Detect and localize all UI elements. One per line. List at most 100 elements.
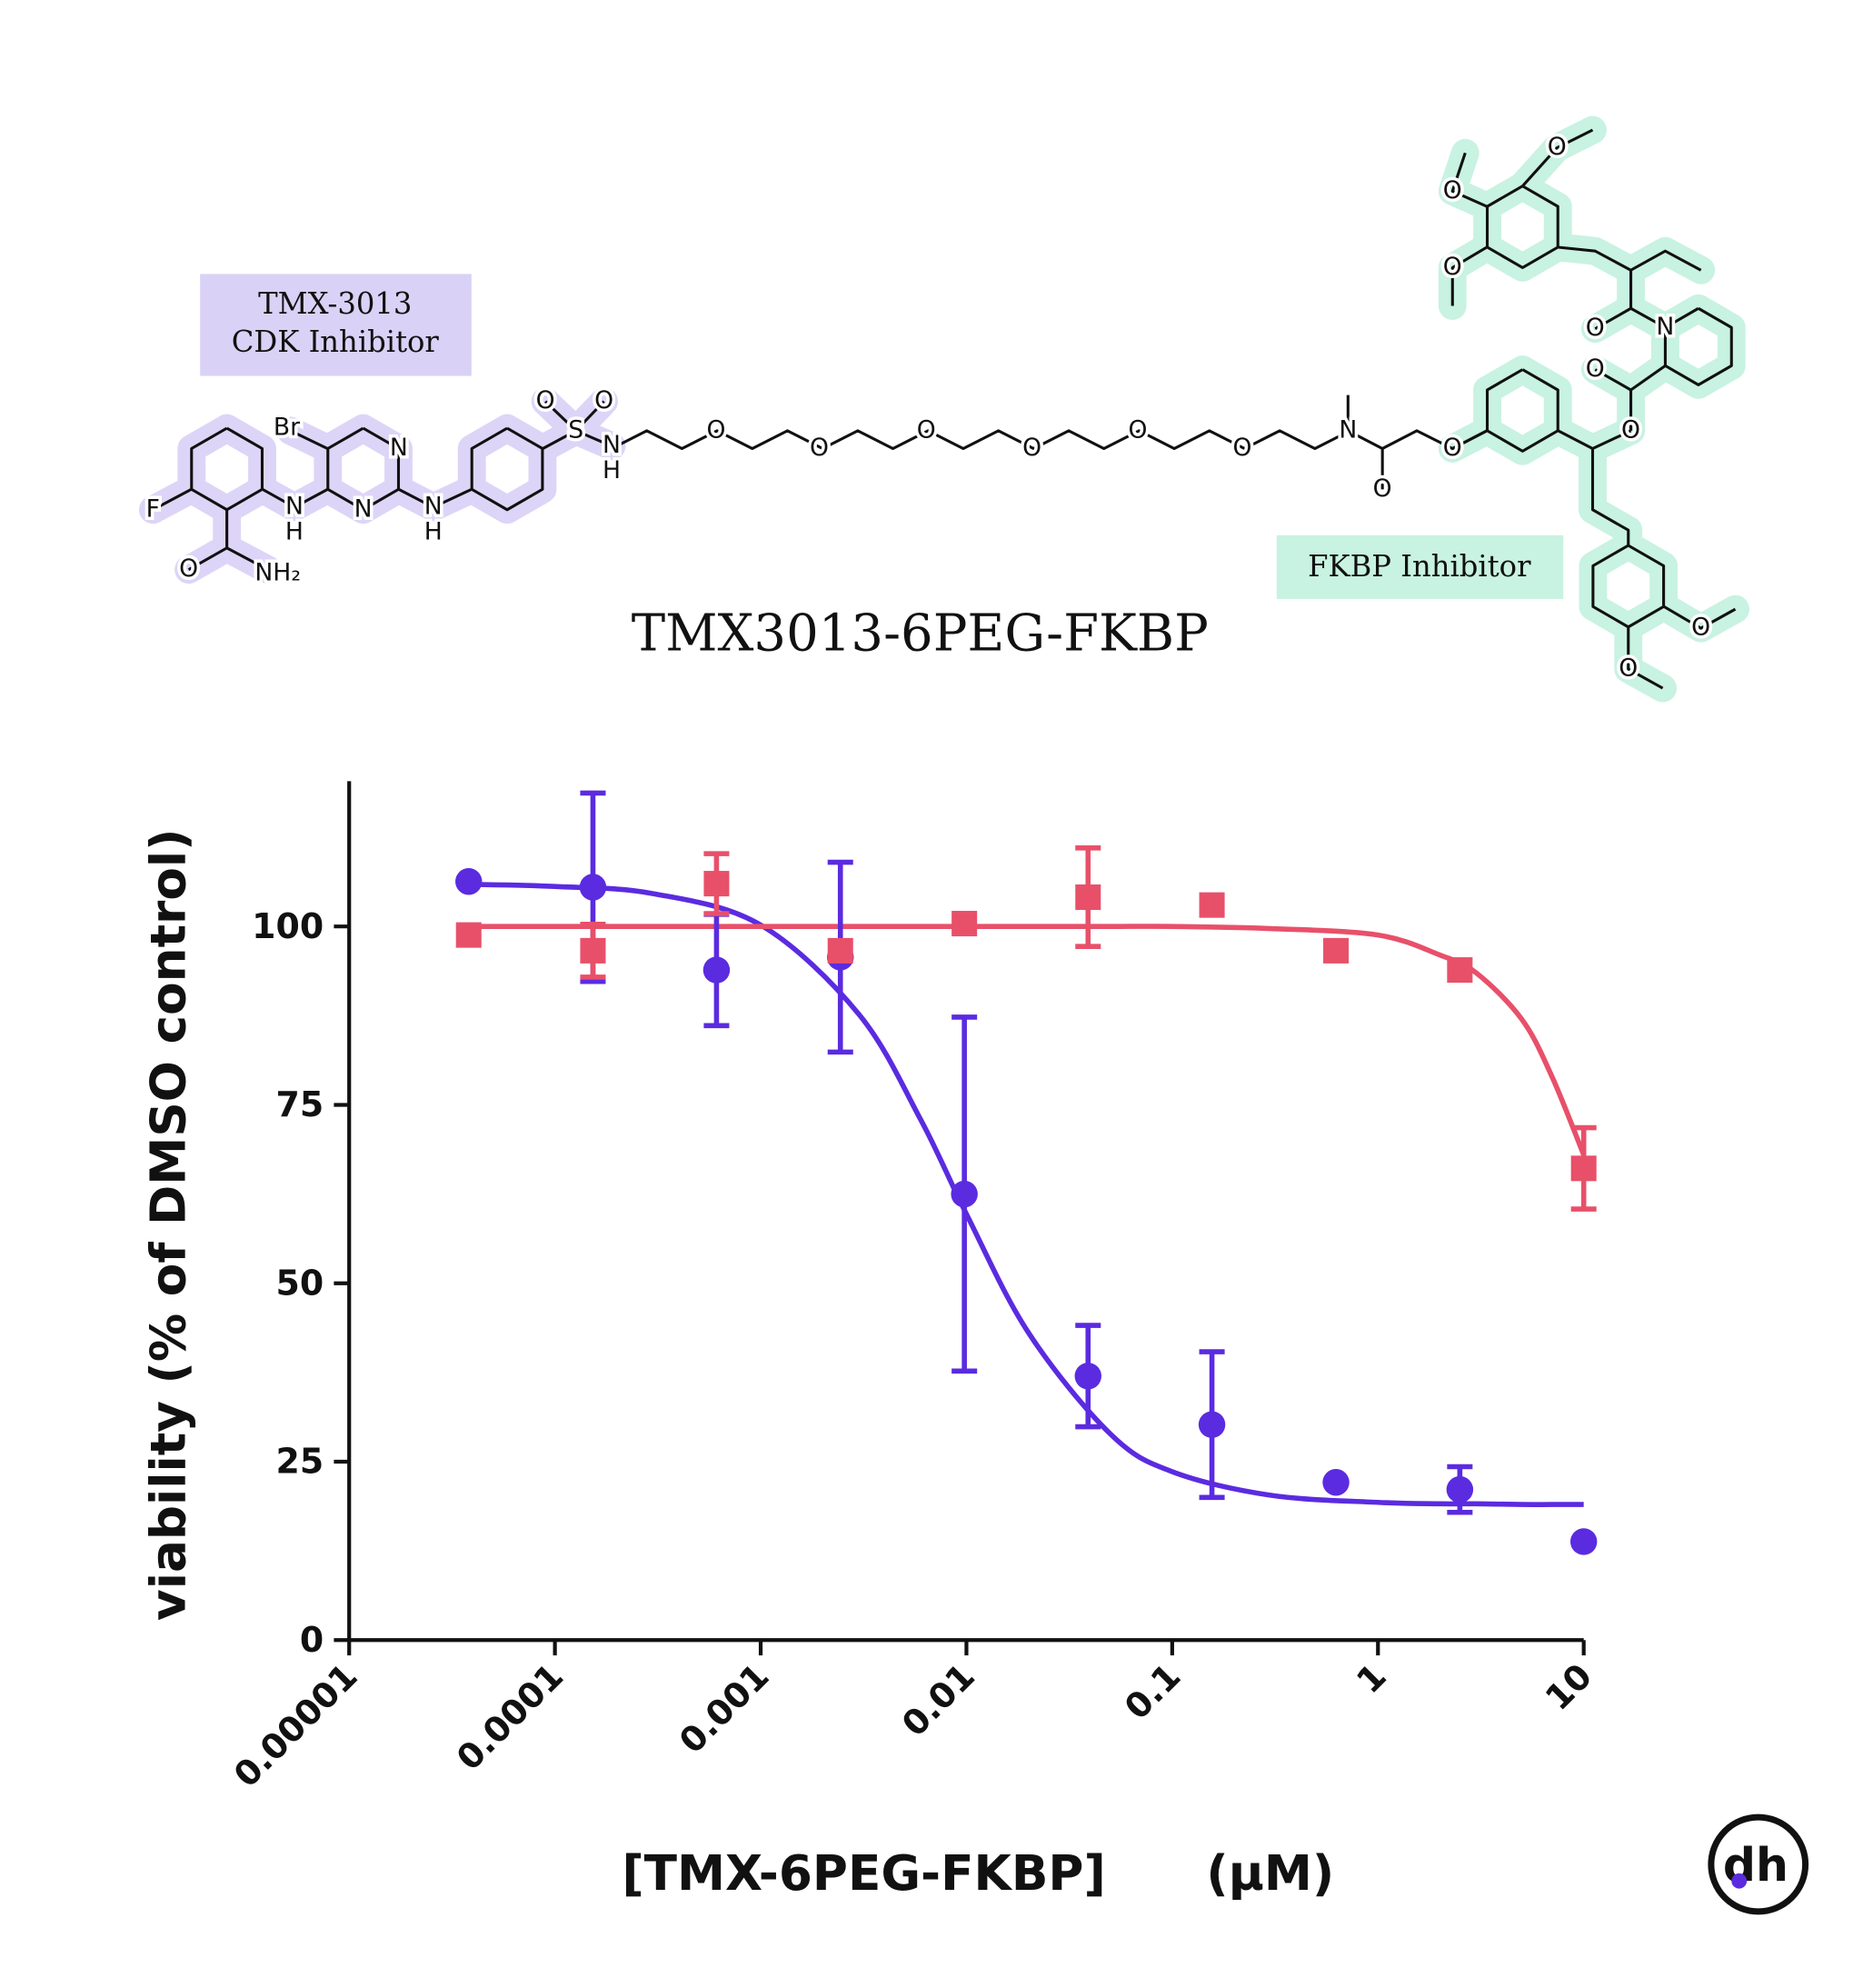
atom-label: O xyxy=(1621,415,1640,444)
chart: 0 25 50 75 100 0.00001 0.0001 0.001 0.01 0.1 1 10 [T… xyxy=(140,781,1599,1902)
atom-label: O xyxy=(1022,434,1041,462)
data-point xyxy=(455,922,482,948)
y-tick-label: 25 xyxy=(276,1442,324,1482)
highlight xyxy=(1617,236,1716,285)
x-tick-label: 0.01 xyxy=(894,1656,982,1744)
data-point xyxy=(1075,884,1101,911)
atom-label: O xyxy=(1443,434,1462,462)
data-point xyxy=(1199,892,1225,918)
y-tick-label: 0 xyxy=(300,1620,324,1660)
atom-label: O xyxy=(706,415,725,444)
atom-label: O xyxy=(179,554,198,583)
data-point xyxy=(455,868,483,895)
data-point xyxy=(951,911,978,937)
bond xyxy=(1627,626,1664,690)
atom-label: O xyxy=(1548,133,1567,161)
atom-label: N xyxy=(603,431,621,459)
bond xyxy=(611,429,1351,451)
x-tick-label: 0.00001 xyxy=(226,1656,365,1795)
bond xyxy=(1590,448,1630,546)
fit-curve xyxy=(468,882,1584,1507)
atom-label: O xyxy=(917,415,936,444)
bond xyxy=(262,487,329,509)
atom-label: N xyxy=(1339,415,1357,444)
x-tick-label: 0.0001 xyxy=(449,1656,571,1778)
data-point xyxy=(703,871,730,897)
data-point xyxy=(951,1180,978,1208)
x-tick-label: 0.1 xyxy=(1117,1656,1189,1728)
cdk-label-box xyxy=(200,274,472,376)
cdk-label: TMX-3013 xyxy=(258,286,412,321)
atom-label: NH₂ xyxy=(254,558,301,586)
atom-label: N xyxy=(285,492,304,520)
y-tick-label: 50 xyxy=(276,1263,324,1303)
y-tick-label: 100 xyxy=(252,906,324,946)
data-point xyxy=(1074,1363,1101,1390)
logo-dot xyxy=(1731,1873,1748,1889)
x-axis-label: [TMX-6PEG-FKBP] xyxy=(622,1845,1105,1902)
atom-label: O xyxy=(1619,654,1638,683)
fkbp-label-box xyxy=(1276,534,1564,599)
bond xyxy=(1451,429,1488,450)
data-point xyxy=(827,937,853,964)
bond xyxy=(225,546,269,572)
fkbp-label: FKBP Inhibitor xyxy=(1308,549,1531,584)
bond xyxy=(575,429,613,448)
bond xyxy=(326,426,401,512)
data-point xyxy=(580,937,606,964)
y-axis-label: viability (% of DMSO control) xyxy=(140,828,196,1621)
data-point xyxy=(1446,1475,1474,1503)
data-point xyxy=(1447,957,1473,984)
bond xyxy=(290,429,329,450)
atom-label: N xyxy=(1656,313,1674,341)
bond xyxy=(1485,368,1559,453)
atom-label: O xyxy=(1232,434,1251,462)
bond xyxy=(1450,152,1488,208)
highlight xyxy=(1579,435,1643,560)
compound-name: TMX3013-6PEG-FKBP xyxy=(632,604,1209,663)
atom-label: O xyxy=(1373,475,1392,503)
atom-label: O xyxy=(1691,614,1710,642)
atom-label: O xyxy=(1443,176,1462,205)
atom-label: Br xyxy=(274,414,300,442)
data-point xyxy=(579,874,607,901)
logo-ring xyxy=(1708,1813,1809,1915)
data-point xyxy=(1570,1155,1597,1182)
bond xyxy=(1629,365,1667,392)
atom-label: H xyxy=(424,518,443,546)
data-point xyxy=(1322,1469,1350,1496)
atom-label: N xyxy=(424,492,443,520)
cdk-label: CDK Inhibitor xyxy=(232,325,440,359)
y-tick-label: 75 xyxy=(276,1084,324,1124)
atom-label: H xyxy=(285,518,304,546)
bond xyxy=(1663,604,1737,630)
bond xyxy=(1629,249,1702,272)
atom-label: N xyxy=(390,434,408,462)
data-point xyxy=(1198,1411,1226,1438)
atom-label: O xyxy=(594,386,613,415)
data-point xyxy=(1323,937,1350,964)
x-tick-label: 0.001 xyxy=(672,1656,777,1762)
atom-label: F xyxy=(146,495,160,523)
bond xyxy=(574,400,605,432)
data-point xyxy=(702,956,731,984)
data-point xyxy=(1569,1528,1598,1555)
bond xyxy=(1485,185,1559,269)
atom-label: S xyxy=(568,415,583,444)
bond xyxy=(470,426,544,512)
fit-curve xyxy=(468,924,1587,1156)
x-tick-label: 1 xyxy=(1349,1656,1394,1702)
atom-label: O xyxy=(1129,415,1148,444)
bond xyxy=(1521,128,1594,187)
atom-label: N xyxy=(354,495,373,523)
bond xyxy=(152,487,193,512)
bond xyxy=(1450,245,1488,306)
x-axis-unit: (µM) xyxy=(1206,1845,1334,1902)
atom-label: O xyxy=(810,434,829,462)
atom-label: H xyxy=(603,456,621,485)
atom-label: O xyxy=(1586,355,1605,383)
atom-label: O xyxy=(536,386,555,415)
